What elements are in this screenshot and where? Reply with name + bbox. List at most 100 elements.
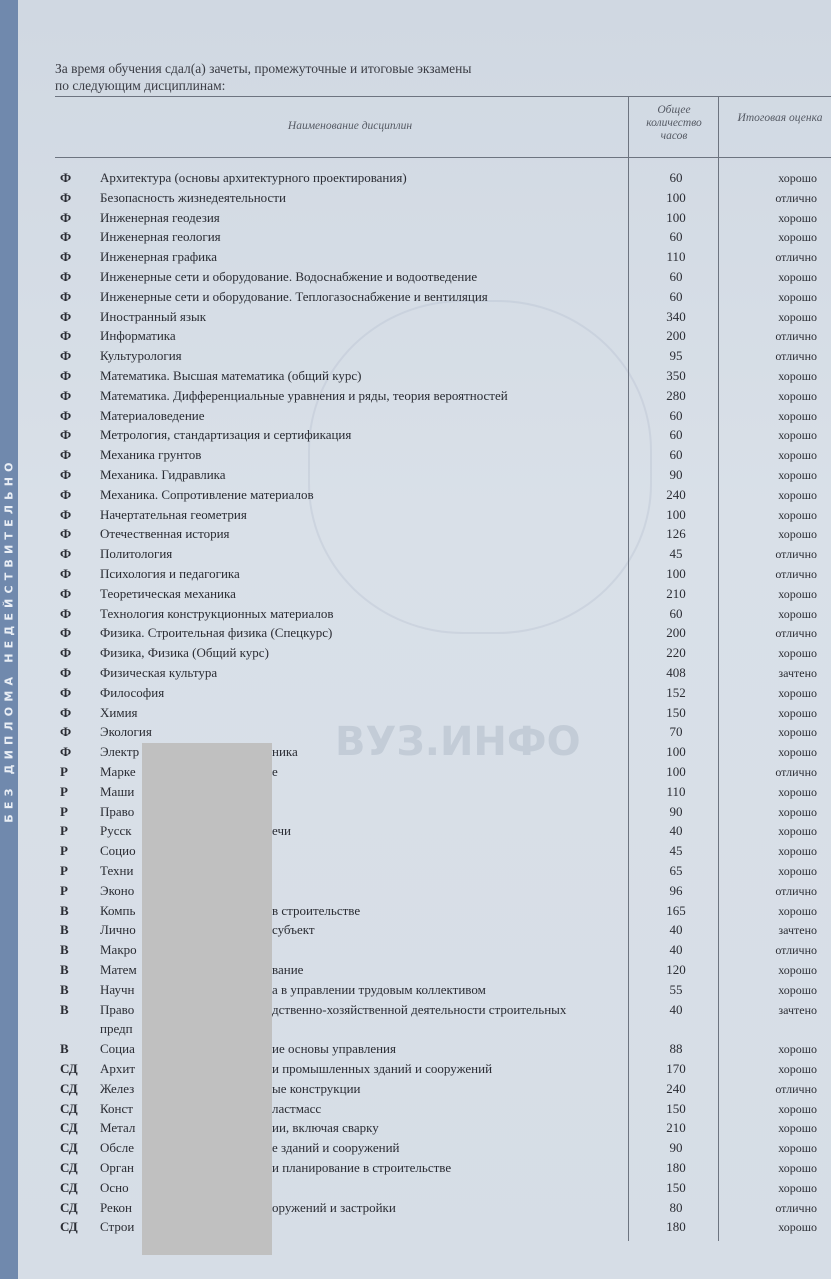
table-row: Ф Математика. Высшая математика (общий ку… xyxy=(0,366,831,386)
discipline-grade: хорошо xyxy=(778,408,817,423)
discipline-grade: хорошо xyxy=(778,725,817,740)
discipline-code: Ф xyxy=(60,585,72,601)
discipline-code: Ф xyxy=(60,229,72,245)
discipline-hours: 88 xyxy=(669,1041,683,1057)
discipline-name: Лично xyxy=(100,922,136,938)
discipline-hours: 96 xyxy=(669,882,683,898)
side-strip: БЕЗ ДИПЛОМА НЕДЕЙСТВИТЕЛЬНО xyxy=(0,0,18,1279)
discipline-name: Безопасность жизнедеятельности xyxy=(100,189,286,205)
discipline-code: Ф xyxy=(60,704,72,720)
discipline-grade: хорошо xyxy=(778,1180,817,1195)
discipline-name: Химия xyxy=(100,704,138,720)
discipline-name: Маши xyxy=(100,783,135,799)
table-row: Ф Инженерные сети и оборудование. Теплога… xyxy=(0,287,831,307)
header-name: Наименование дисциплин xyxy=(287,120,413,132)
table-row: Р Социо 45 хорошо xyxy=(0,841,831,861)
discipline-name: Метал xyxy=(100,1120,136,1136)
discipline-grade: хорошо xyxy=(778,586,817,601)
discipline-hours: 152 xyxy=(666,684,686,700)
table-row: Ф Информатика 200 отлично xyxy=(0,326,831,346)
discipline-code: СД xyxy=(60,1120,78,1136)
discipline-name: Рекон xyxy=(100,1199,132,1215)
discipline-grade: отлично xyxy=(775,883,817,898)
discipline-grade: отлично xyxy=(775,1081,817,1096)
discipline-grade: хорошо xyxy=(778,982,817,997)
discipline-name: Инженерная геология xyxy=(100,229,221,245)
discipline-hours: 100 xyxy=(666,189,686,205)
discipline-code: СД xyxy=(60,1179,78,1195)
redaction-box xyxy=(142,743,272,1255)
table-row: Ф Инженерная геология 60 хорошо xyxy=(0,227,831,247)
discipline-code: Ф xyxy=(60,447,72,463)
discipline-code: СД xyxy=(60,1140,78,1156)
discipline-code: Ф xyxy=(60,308,72,324)
discipline-hours: 180 xyxy=(666,1219,686,1235)
discipline-code: Р xyxy=(60,803,68,819)
discipline-hours: 100 xyxy=(666,566,686,581)
table-row: Ф Инженерные сети и оборудование. Водосна… xyxy=(0,267,831,287)
discipline-name: Философия xyxy=(100,684,165,700)
table-row: Ф Физика, Физика (Общий курс) 220 хорошо xyxy=(0,643,831,663)
discipline-hours: 60 xyxy=(669,229,683,245)
column-divider-hours xyxy=(628,96,629,1241)
discipline-grade: хорошо xyxy=(778,1042,817,1057)
table-row: Р Марке е 100 отлично xyxy=(0,762,831,782)
discipline-grade: хорошо xyxy=(778,1121,817,1136)
discipline-code: Ф xyxy=(60,269,72,284)
table-row: Ф Культурология 95 отлично xyxy=(0,346,831,366)
table-top-border xyxy=(55,96,831,97)
discipline-code: Р xyxy=(60,882,68,898)
table-row: СД Обсле е зданий и сооружений 90 хорошо xyxy=(0,1138,831,1158)
discipline-grade: хорошо xyxy=(778,468,817,482)
discipline-hours: 40 xyxy=(669,823,683,839)
discipline-name: Марке xyxy=(100,764,136,779)
header-grade: Итоговая оценка xyxy=(737,112,823,124)
discipline-code: Ф xyxy=(60,209,72,225)
discipline-grade: отлично xyxy=(775,547,817,562)
table-row: СД Метал ии, включая сварку 210 хорошо xyxy=(0,1118,831,1138)
discipline-name-tail: е xyxy=(272,764,278,779)
table-row: Ф Метрология, стандартизация и сертификац… xyxy=(0,425,831,445)
discipline-code: Ф xyxy=(60,249,72,265)
table-row: Ф Философия 152 хорошо xyxy=(0,683,831,703)
table-row: Ф Психология и педагогика 100 отлично xyxy=(0,564,831,584)
watermark: ВУЗ.ИНФО xyxy=(335,722,581,762)
discipline-name: Русск xyxy=(100,823,132,839)
discipline-name: Экология xyxy=(100,724,152,740)
discipline-code: В xyxy=(60,902,69,918)
column-divider-grade xyxy=(718,96,719,1241)
discipline-grade: отлично xyxy=(775,765,817,779)
discipline-code: Ф xyxy=(60,407,72,423)
table-row: Р Техни 65 хорошо xyxy=(0,861,831,881)
discipline-grade: хорошо xyxy=(778,309,817,324)
discipline-grade: хорошо xyxy=(778,1101,817,1116)
discipline-hours: 180 xyxy=(666,1160,686,1175)
discipline-name: Физика. Строительная физика (Спецкурс) xyxy=(100,625,333,641)
discipline-name: Инженерная графика xyxy=(100,249,217,265)
discipline-grade: хорошо xyxy=(778,784,817,799)
discipline-grade: хорошо xyxy=(778,230,817,245)
table-row: Ф Архитектура (основы архитектурного прое… xyxy=(0,168,831,188)
discipline-code: Ф xyxy=(60,566,72,581)
table-row: предп xyxy=(0,1019,831,1039)
discipline-hours: 210 xyxy=(666,1120,686,1136)
discipline-name-tail: ие основы управления xyxy=(272,1041,396,1057)
discipline-code: Р xyxy=(60,823,68,839)
discipline-grade: хорошо xyxy=(778,428,817,443)
discipline-name: Метрология, стандартизация и сертификаци… xyxy=(100,427,352,443)
discipline-hours: 55 xyxy=(669,981,683,997)
table-row: Ф Электр ника 100 хорошо xyxy=(0,742,831,762)
discipline-grade: хорошо xyxy=(778,1220,817,1235)
discipline-code: Ф xyxy=(60,387,72,403)
discipline-grade: хорошо xyxy=(778,606,817,621)
discipline-code: Ф xyxy=(60,724,72,740)
discipline-name: Материаловедение xyxy=(100,407,205,423)
discipline-name: Компь xyxy=(100,902,136,918)
discipline-hours: 60 xyxy=(669,407,683,423)
discipline-hours: 100 xyxy=(666,744,686,760)
discipline-hours: 126 xyxy=(666,526,686,542)
discipline-name: Теоретическая механика xyxy=(100,585,236,601)
discipline-hours: 240 xyxy=(666,1080,686,1096)
discipline-grade: отлично xyxy=(775,626,817,641)
discipline-name: Социо xyxy=(100,843,136,859)
